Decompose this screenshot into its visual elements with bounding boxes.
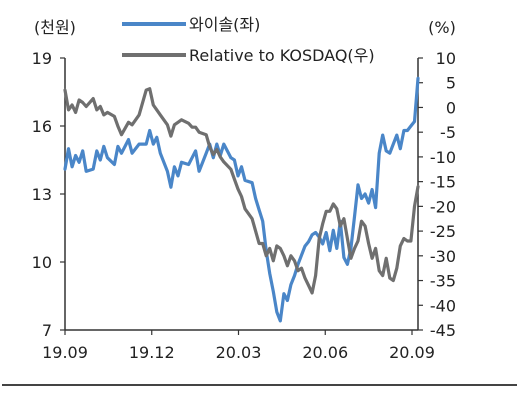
series-line-relative-kosdaq: [63, 87, 420, 295]
right-tick-label: 10: [436, 49, 456, 68]
x-tick-label: 20.09: [389, 343, 435, 362]
left-tick-label: 19: [32, 49, 52, 68]
x-tick-label: 19.12: [129, 343, 175, 362]
legend-label-wisol: 와이솔(좌): [189, 15, 260, 34]
right-tick-label: -30: [430, 247, 456, 266]
tick-layer: 7 10 13 16 19 -45 -40 -35 -30 -25 -20 -15 -10 -5 0 5 10 1…: [32, 49, 456, 362]
right-tick-label: -5: [440, 123, 456, 142]
right-tick-label: -40: [430, 296, 456, 315]
legend: 와이솔(좌) Relative to KOSDAQ(우): [122, 15, 375, 65]
left-tick-label: 10: [32, 253, 52, 272]
right-tick-label: -15: [430, 173, 456, 192]
right-tick-label: -45: [430, 321, 456, 340]
bottom-divider: [2, 384, 517, 386]
right-tick-label: -20: [430, 197, 456, 216]
x-tick-label: 20.06: [302, 343, 348, 362]
right-tick-label: -10: [430, 148, 456, 167]
right-tick-label: 0: [446, 98, 456, 117]
series-layer: [63, 76, 420, 323]
left-tick-label: 13: [32, 185, 52, 204]
left-tick-label: 16: [32, 117, 52, 136]
right-tick-label: -35: [430, 272, 456, 291]
x-tick-label: 19.09: [42, 343, 88, 362]
right-axis-unit: (%): [428, 18, 456, 37]
series-line-wisol: [63, 76, 420, 323]
x-tick-label: 20.03: [216, 343, 262, 362]
right-tick-label: 5: [446, 74, 456, 93]
right-tick-label: -25: [430, 222, 456, 241]
left-tick-label: 7: [42, 321, 52, 340]
left-axis-unit: (천원): [34, 18, 76, 37]
legend-label-relative-kosdaq: Relative to KOSDAQ(우): [189, 46, 375, 65]
